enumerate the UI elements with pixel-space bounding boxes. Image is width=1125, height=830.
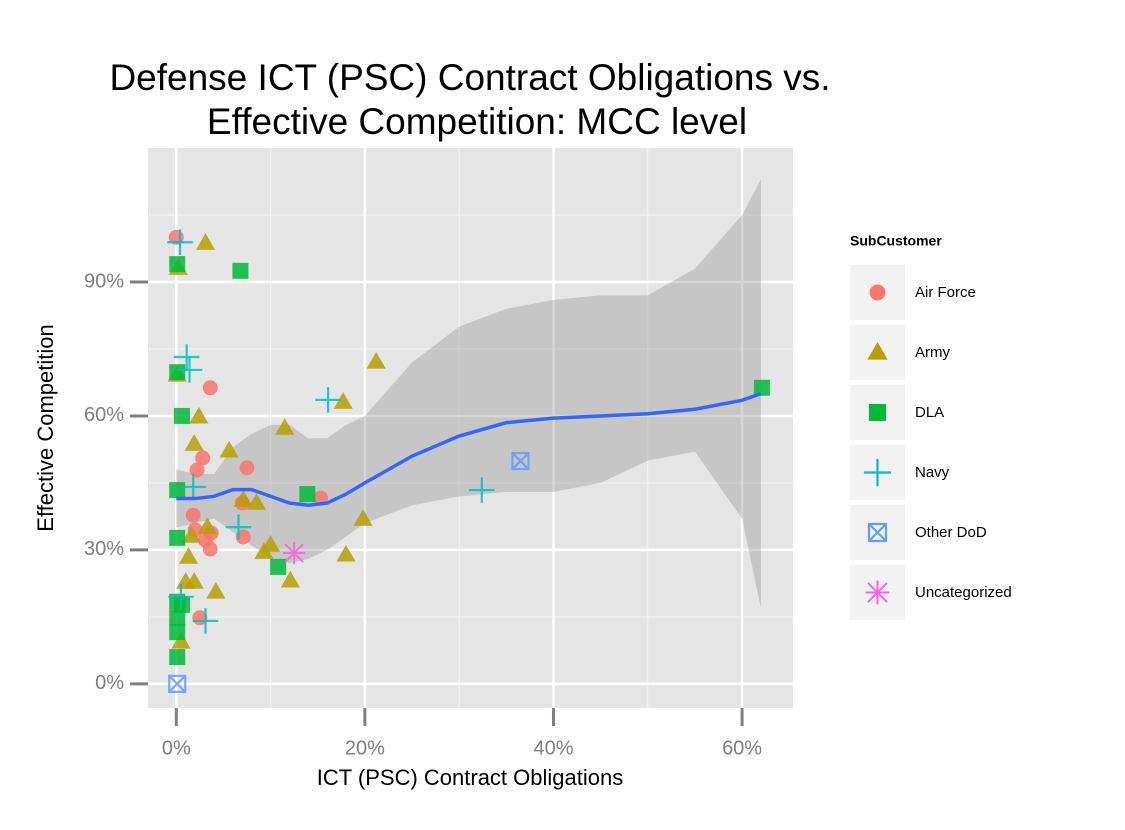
point bbox=[206, 581, 226, 599]
point bbox=[181, 526, 201, 543]
point bbox=[195, 233, 216, 250]
point bbox=[169, 482, 186, 499]
y-tick-label: 90% bbox=[84, 270, 124, 292]
x-tick-label: 20% bbox=[345, 737, 385, 759]
y-tick-label: 60% bbox=[84, 404, 124, 426]
point bbox=[280, 570, 300, 588]
point bbox=[169, 649, 186, 666]
point bbox=[178, 547, 199, 564]
point bbox=[169, 256, 186, 273]
point bbox=[232, 262, 249, 279]
point bbox=[282, 541, 306, 565]
legend-symbol bbox=[867, 341, 888, 360]
point bbox=[171, 631, 191, 649]
point bbox=[511, 451, 530, 471]
legend-label: Air Force bbox=[915, 284, 976, 301]
y-tick-label: 30% bbox=[84, 538, 124, 560]
point bbox=[168, 584, 194, 610]
point bbox=[192, 608, 219, 634]
point bbox=[469, 477, 495, 503]
point bbox=[184, 434, 204, 451]
point bbox=[353, 509, 373, 526]
point bbox=[189, 406, 209, 424]
point bbox=[197, 517, 218, 534]
point bbox=[173, 407, 190, 424]
legend-label: Uncategorized bbox=[915, 584, 1012, 601]
point bbox=[168, 674, 187, 693]
point bbox=[195, 450, 211, 466]
point bbox=[202, 380, 218, 396]
legend-label: Army bbox=[915, 344, 950, 361]
point bbox=[366, 351, 386, 369]
point bbox=[169, 609, 186, 626]
point bbox=[753, 379, 770, 396]
x-tick-label: 0% bbox=[162, 737, 191, 759]
legend-label: Other DoD bbox=[915, 524, 987, 541]
chart-title: Defense ICT (PSC) Contract Obligations v… bbox=[109, 57, 830, 98]
point bbox=[246, 493, 267, 510]
x-axis-title: ICT (PSC) Contract Obligations bbox=[317, 765, 623, 790]
point bbox=[270, 558, 287, 575]
legend-symbol bbox=[865, 580, 890, 605]
point bbox=[254, 542, 274, 559]
point bbox=[173, 344, 200, 370]
x-tick-label: 40% bbox=[533, 737, 573, 759]
point bbox=[189, 462, 205, 478]
point bbox=[315, 387, 341, 413]
y-axis-title: Effective Competition bbox=[33, 324, 58, 531]
point bbox=[202, 541, 218, 557]
legend-symbol bbox=[869, 404, 886, 421]
legend-label: DLA bbox=[915, 404, 944, 421]
point bbox=[225, 514, 252, 540]
smooth-line bbox=[176, 391, 762, 508]
legend-symbol bbox=[863, 458, 892, 487]
point bbox=[176, 357, 203, 383]
plot-background bbox=[148, 148, 793, 708]
legend-symbol bbox=[869, 284, 886, 301]
legend-symbol bbox=[867, 522, 888, 543]
legend-title: SubCustomer bbox=[850, 233, 942, 249]
point bbox=[233, 489, 253, 507]
point bbox=[275, 418, 295, 435]
y-tick-label: 0% bbox=[95, 672, 124, 694]
chart-title: Effective Competition: MCC level bbox=[207, 101, 747, 142]
point bbox=[299, 486, 316, 503]
legend-label: Navy bbox=[915, 464, 950, 481]
point bbox=[333, 392, 353, 409]
point bbox=[239, 460, 255, 476]
point bbox=[169, 364, 186, 381]
point bbox=[169, 624, 186, 641]
point bbox=[167, 229, 193, 256]
point bbox=[185, 507, 201, 523]
point bbox=[180, 474, 207, 500]
point bbox=[184, 572, 204, 589]
x-tick-label: 60% bbox=[722, 737, 762, 759]
point bbox=[336, 544, 356, 562]
point bbox=[169, 529, 186, 546]
point bbox=[219, 440, 239, 458]
